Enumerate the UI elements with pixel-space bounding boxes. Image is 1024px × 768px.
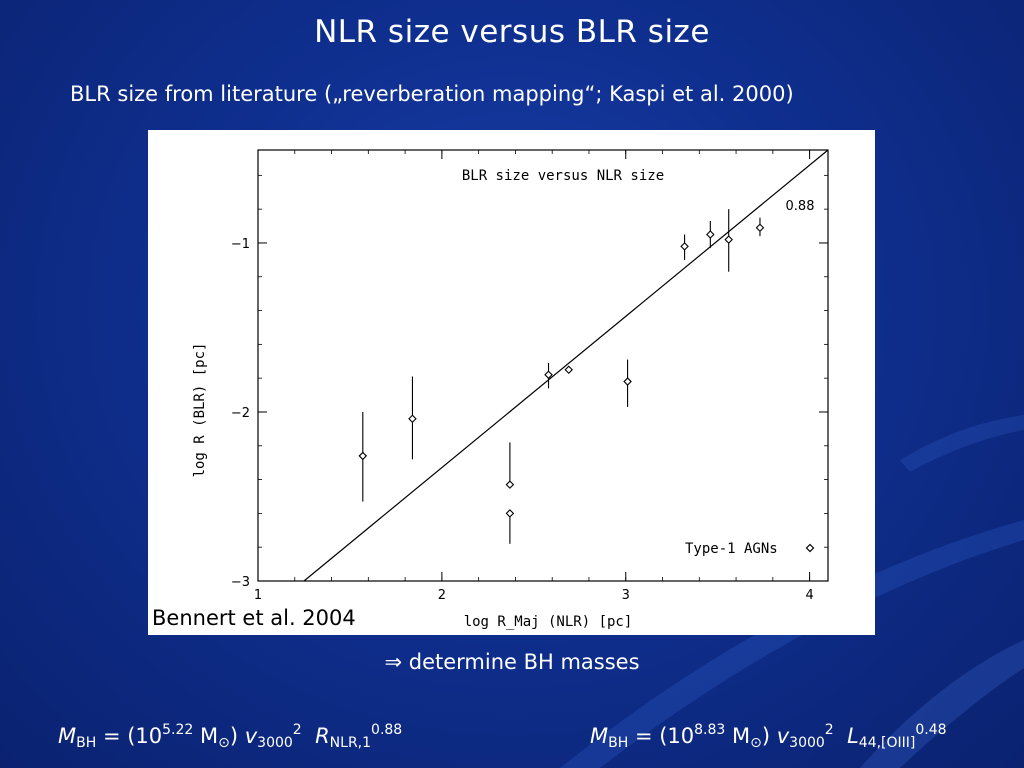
- conclusion-text: determine BH masses: [408, 650, 640, 674]
- data-point: [564, 365, 574, 375]
- formula-left-eq: = (10: [96, 724, 163, 748]
- formula-right-v-sub: 3000: [789, 735, 825, 751]
- data-point: [358, 451, 368, 461]
- x-axis-label: log R_Maj (NLR) [pc]: [464, 614, 633, 630]
- data-point: [755, 223, 765, 233]
- data-point: [505, 509, 515, 518]
- data-point: [505, 480, 515, 489]
- implies-arrow-icon: ⇒: [384, 650, 403, 674]
- formula-right-sun-sub: ⊙: [750, 735, 762, 751]
- x-tick-label: 1: [254, 588, 262, 603]
- formula-left: MBH = (105.22 M⊙) v30002 RNLR,10.88: [58, 722, 402, 751]
- formula-right-msun: M: [725, 724, 751, 748]
- formula-right-l-sup: 0.48: [915, 722, 947, 738]
- data-point: [706, 230, 715, 239]
- legend-marker-diamond: [805, 543, 815, 553]
- data-point: [623, 377, 632, 386]
- x-tick-label: 3: [622, 588, 630, 603]
- formula-left-v-sup: 2: [292, 722, 302, 738]
- formula-left-r-sub: NLR,1: [329, 735, 372, 751]
- x-tick-label: 4: [805, 588, 813, 603]
- x-tick-label: 2: [438, 588, 446, 603]
- formula-right-m: M: [590, 724, 609, 748]
- formula-right-close: ): [761, 724, 777, 748]
- formula-right: MBH = (108.83 M⊙) v30002 L44,[OIII]0.48: [590, 722, 947, 751]
- fit-slope-label: 0.88: [786, 199, 815, 214]
- conclusion: ⇒ determine BH masses: [0, 650, 1024, 674]
- formula-right-eq: = (10: [628, 724, 695, 748]
- scatter-chart: 1 2 3 4 −3 −2 −1 BLR size versus NLR size 0.88…: [192, 149, 829, 630]
- y-tick-label: −1: [231, 237, 250, 252]
- formula-left-v-sub: 3000: [257, 735, 293, 751]
- formula-left-close: ): [229, 724, 245, 748]
- data-point: [724, 235, 733, 244]
- formula-right-l: L: [847, 724, 859, 748]
- formula-right-exp: 8.83: [694, 722, 726, 738]
- formula-right-l-sub: 44,[OIII]: [858, 735, 916, 751]
- legend-label: Type-1 AGNs: [685, 541, 778, 557]
- formula-left-m-sub: BH: [76, 735, 97, 751]
- formula-right-m-sub: BH: [608, 735, 629, 751]
- formula-left-r: R: [315, 724, 330, 748]
- citation: Bennert et al. 2004: [152, 606, 356, 630]
- formula-left-msun: M: [193, 724, 219, 748]
- slide-subtitle: BLR size from literature („reverberation…: [70, 82, 794, 106]
- formula-left-sun-sub: ⊙: [218, 735, 230, 751]
- formula-left-m: M: [58, 724, 77, 748]
- y-tick-label: −2: [231, 406, 250, 421]
- chart-title: BLR size versus NLR size: [462, 168, 664, 184]
- formula-right-v-sup: 2: [824, 722, 834, 738]
- fit-line: [303, 149, 829, 582]
- figure-panel: 1 2 3 4 −3 −2 −1 BLR size versus NLR size 0.88…: [148, 130, 875, 635]
- slide-title: NLR size versus BLR size: [314, 14, 710, 50]
- formula-left-exp: 5.22: [162, 722, 194, 738]
- data-point: [680, 242, 689, 251]
- formula-left-r-sup: 0.88: [371, 722, 403, 738]
- plot-frame: [257, 149, 829, 582]
- y-tick-label: −3: [231, 575, 250, 590]
- formula-left-v: v: [244, 724, 258, 748]
- formula-right-v: v: [776, 724, 790, 748]
- data-point: [408, 414, 417, 424]
- data-point: [544, 370, 553, 380]
- y-axis-label: log R (BLR) [pc]: [192, 343, 208, 478]
